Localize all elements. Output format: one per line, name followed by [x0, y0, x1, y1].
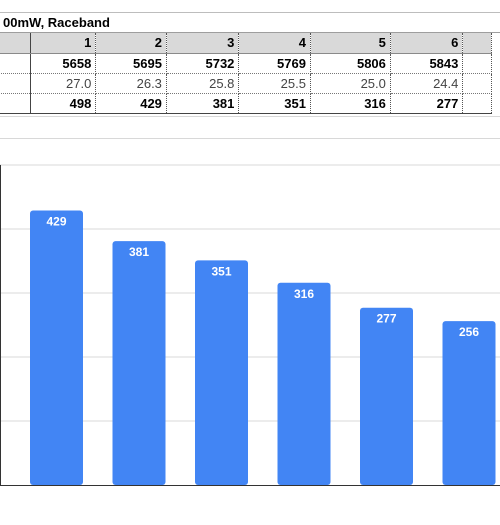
row-label-cell[interactable] [0, 93, 32, 114]
row-label-cell[interactable] [0, 73, 32, 94]
table-cell[interactable]: 27.0 [30, 73, 97, 94]
bar-data-label: 351 [211, 264, 231, 278]
empty-cell[interactable] [462, 73, 492, 94]
bar-data-label: 256 [459, 325, 479, 339]
empty-cell[interactable] [462, 93, 492, 114]
table-cell[interactable]: 25.5 [238, 73, 311, 94]
column-header[interactable]: 6 [390, 33, 464, 54]
table-cell[interactable]: 5732 [166, 53, 240, 74]
column-header[interactable]: 5 [310, 33, 391, 54]
table-cell[interactable]: 498 [30, 93, 97, 114]
bar-data-label: 277 [376, 312, 396, 326]
table-row: 5658 5695 5732 5769 5806 5843 [0, 53, 492, 74]
table-cell[interactable]: 381 [166, 93, 240, 114]
header-row: 1 2 3 4 5 6 [0, 33, 492, 54]
column-header[interactable]: 3 [166, 33, 240, 54]
table-cell[interactable]: 5769 [238, 53, 311, 74]
table-cell[interactable]: 25.0 [310, 73, 391, 94]
bar[interactable] [360, 307, 413, 485]
bar-data-label: 381 [129, 245, 149, 259]
table-cell[interactable]: 5695 [95, 53, 167, 74]
bar-data-label: 429 [46, 214, 66, 228]
column-header[interactable]: 2 [95, 33, 167, 54]
table-cell[interactable]: 5806 [310, 53, 391, 74]
bar[interactable] [30, 210, 83, 485]
bar[interactable] [112, 241, 166, 485]
table-row: 27.0 26.3 25.8 25.5 25.0 24.4 [0, 73, 492, 94]
table-cell[interactable]: 277 [390, 93, 464, 114]
table-cell[interactable]: 26.3 [95, 73, 167, 94]
table-cell[interactable]: 316 [310, 93, 391, 114]
bar[interactable] [195, 260, 248, 485]
empty-cell[interactable] [462, 53, 492, 74]
row-label-cell[interactable] [0, 53, 32, 74]
bar[interactable] [277, 282, 331, 485]
column-header[interactable]: 4 [238, 33, 311, 54]
table-cell[interactable]: 5843 [390, 53, 464, 74]
row-label-cell[interactable] [0, 33, 32, 54]
column-header[interactable]: 1 [30, 33, 97, 54]
table-cell[interactable]: 5658 [30, 53, 97, 74]
table-cell[interactable]: 351 [238, 93, 311, 114]
data-table: 1 2 3 4 5 6 5658 5695 5732 5769 5806 584… [0, 33, 492, 114]
bar[interactable] [442, 321, 496, 485]
title-row[interactable]: 00mW, Raceband [0, 12, 500, 33]
bar-data-label: 316 [294, 287, 314, 301]
sheet-divider [0, 138, 500, 139]
sheet-divider [0, 116, 500, 117]
empty-cell[interactable] [462, 33, 492, 54]
table-cell[interactable]: 429 [95, 93, 167, 114]
table-cell[interactable]: 25.8 [166, 73, 240, 94]
table-cell[interactable]: 24.4 [390, 73, 464, 94]
table-title: 00mW, Raceband [3, 15, 110, 30]
table-row: 498 429 381 351 316 277 [0, 93, 492, 114]
